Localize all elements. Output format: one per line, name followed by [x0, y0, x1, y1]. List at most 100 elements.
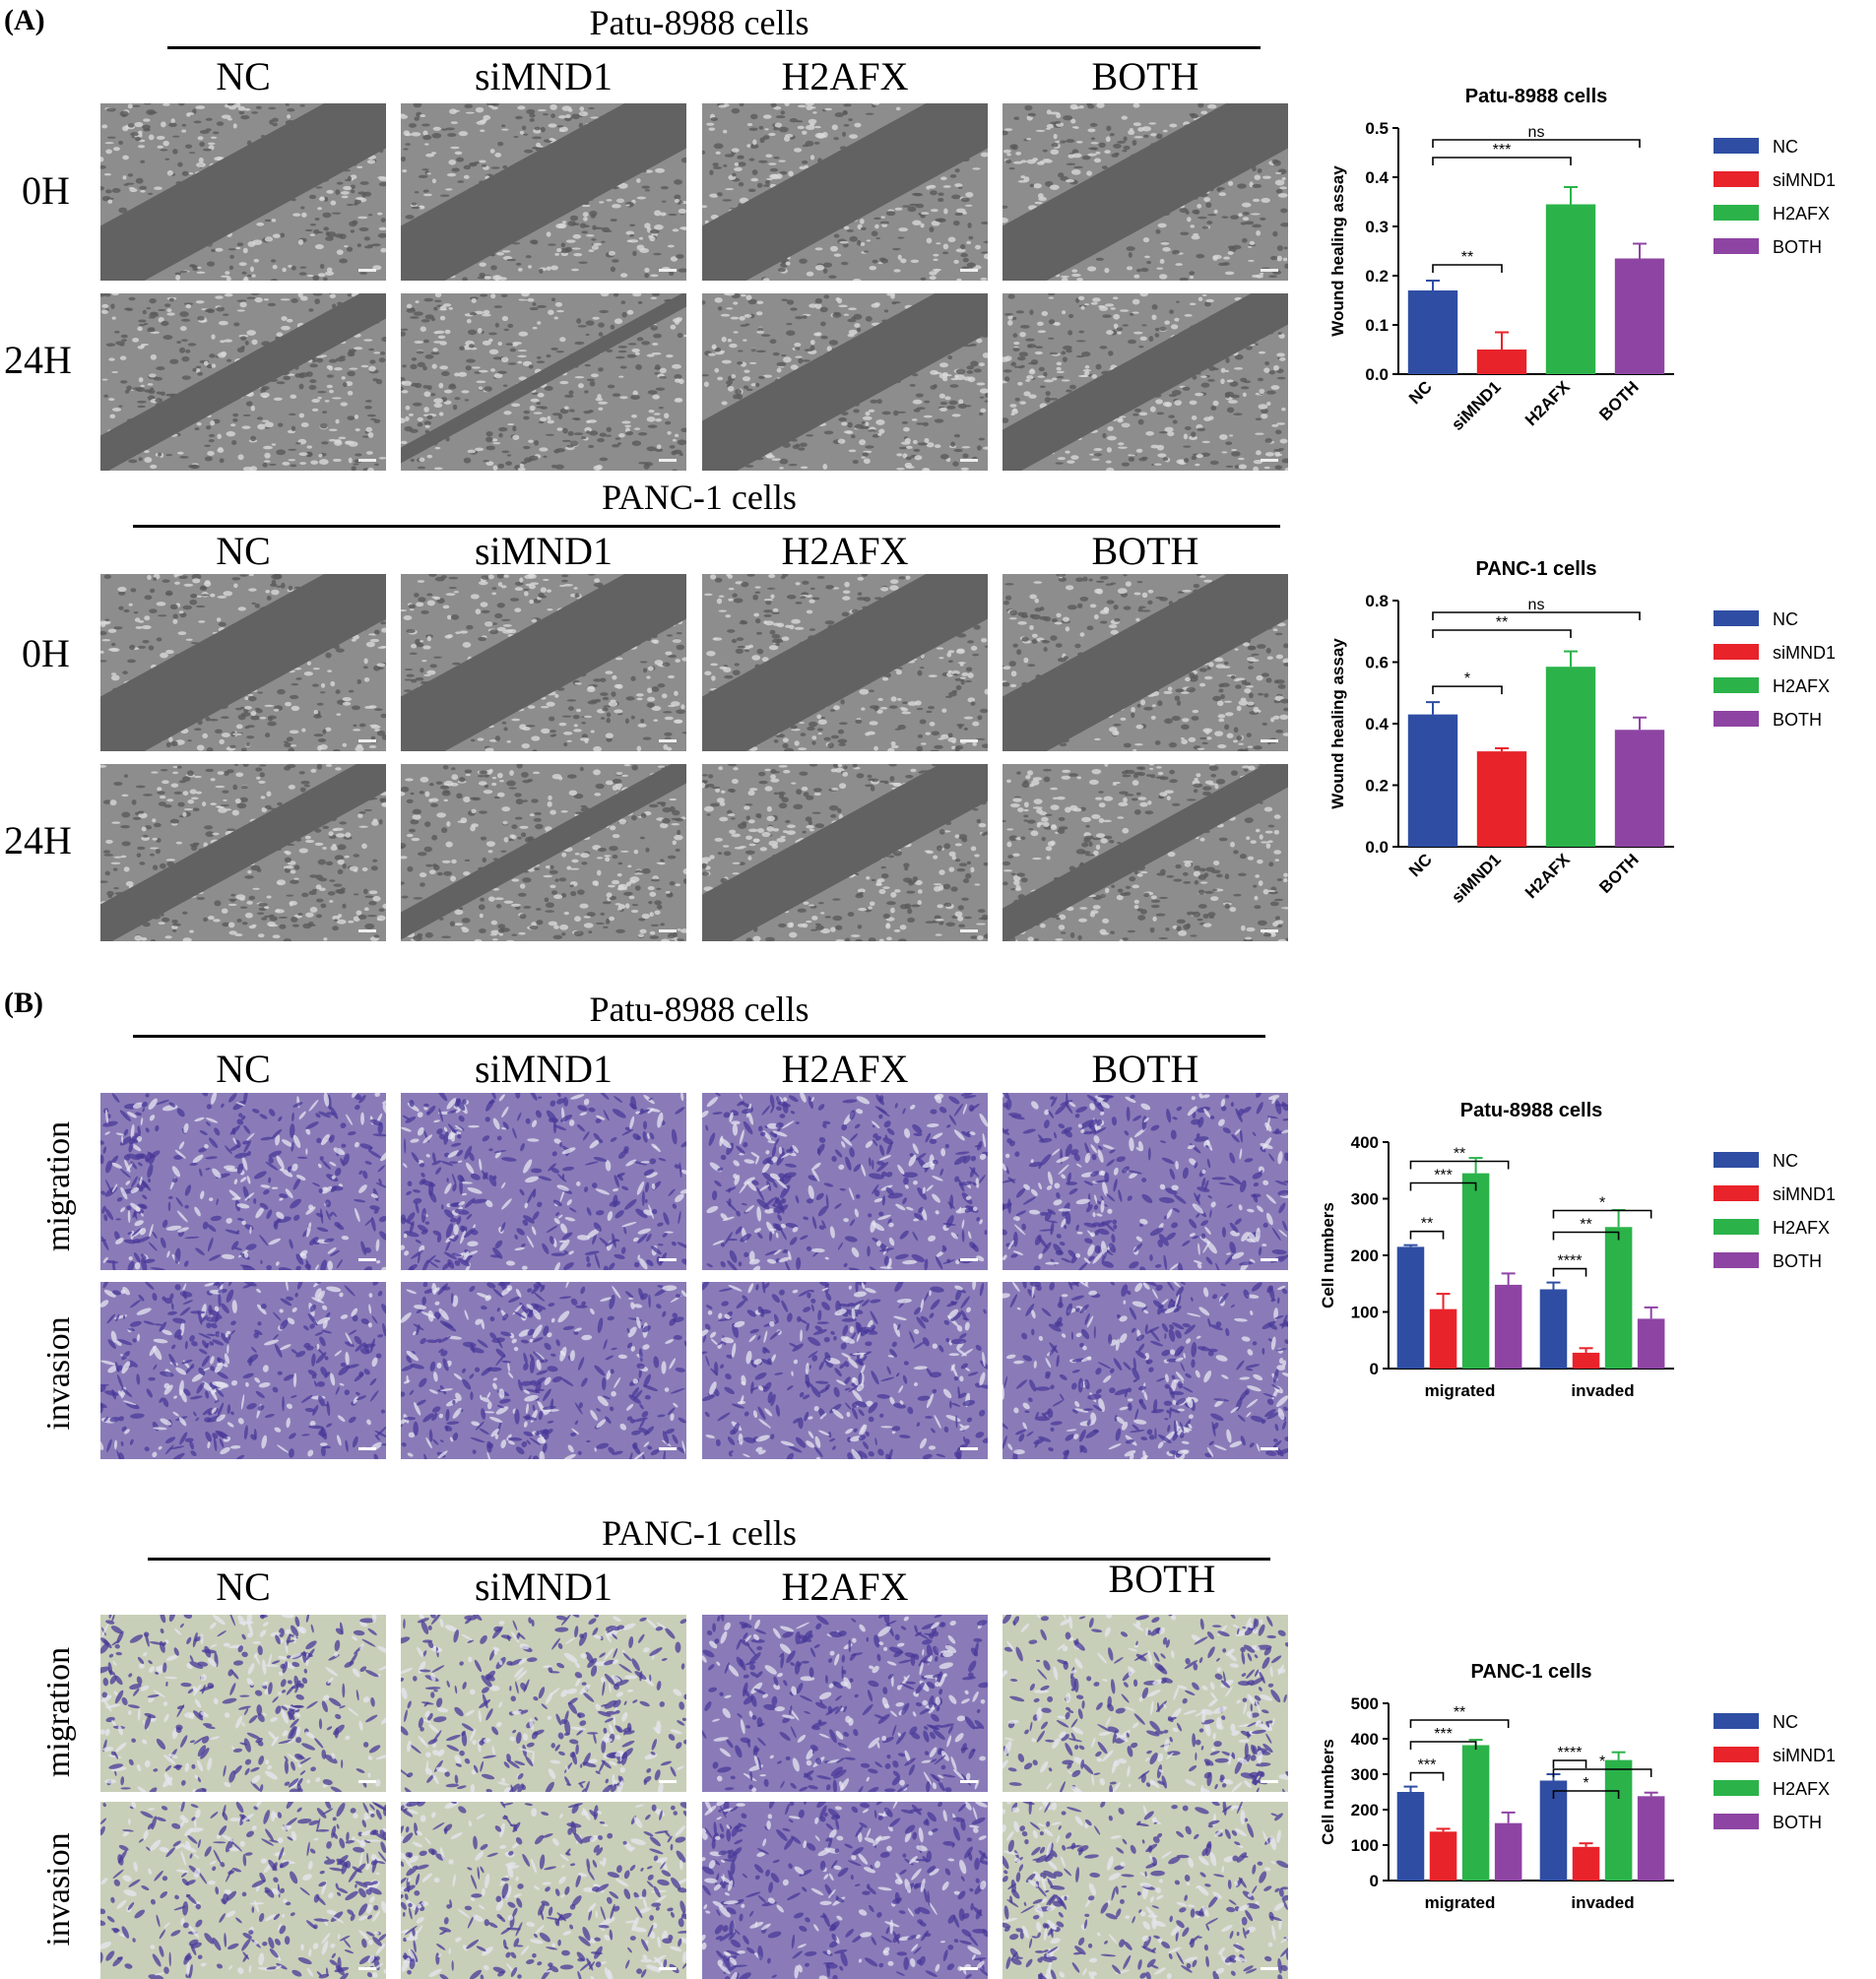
legend-swatch [1714, 677, 1759, 693]
y-tick-label: 0.4 [1365, 715, 1389, 734]
legend-swatch [1714, 1252, 1759, 1268]
x-tick-label: migrated [1425, 1381, 1496, 1400]
row-header-migration: migration [40, 1624, 78, 1801]
micrograph-0h-h2afx [702, 574, 988, 751]
x-tick-label: BOTH [1595, 377, 1642, 423]
title-rule [167, 46, 1261, 49]
x-tick-label: invaded [1571, 1893, 1634, 1912]
micrograph-invasion-h2afx [702, 1282, 988, 1459]
legend-swatch [1714, 1747, 1759, 1762]
micrograph-migration-simnd1 [401, 1615, 686, 1792]
x-tick-label: NC [1405, 377, 1436, 408]
bar-H2AFX [1546, 205, 1595, 375]
legend-label: BOTH [1773, 1813, 1822, 1832]
legend-swatch [1714, 205, 1759, 221]
y-axis-label: Wound healing assay [1328, 165, 1347, 337]
micrograph-0h-both [1003, 574, 1288, 751]
column-header-simnd1: siMND1 [401, 53, 686, 99]
column-header-both: BOTH [1003, 1046, 1288, 1092]
micrograph-migration-both [1003, 1615, 1288, 1792]
x-tick-label: siMND1 [1448, 850, 1505, 907]
significance-bracket [1433, 630, 1571, 638]
y-tick-label: 0.2 [1365, 267, 1389, 286]
bar-migrated-BOTH [1495, 1285, 1522, 1369]
significance-label: ns [1528, 124, 1545, 141]
bar-migrated-BOTH [1495, 1823, 1522, 1881]
legend-label: siMND1 [1773, 643, 1836, 663]
y-tick-label: 0.6 [1365, 654, 1389, 672]
legend-swatch [1714, 1152, 1759, 1168]
legend-swatch [1714, 610, 1759, 626]
bar-migrated-NC [1397, 1792, 1425, 1881]
bar-migrated-NC [1397, 1246, 1425, 1369]
micrograph-migration-simnd1 [401, 1093, 686, 1270]
y-tick-label: 0.0 [1365, 838, 1389, 857]
legend-swatch [1714, 1219, 1759, 1235]
bar-migrated-siMND1 [1430, 1831, 1457, 1881]
legend-label: BOTH [1773, 710, 1822, 730]
micrograph-24h-h2afx [702, 764, 988, 941]
micrograph-24h-nc [100, 764, 386, 941]
bar-BOTH [1615, 730, 1664, 847]
legend-label: H2AFX [1773, 1218, 1830, 1238]
row-header-0h: 0H [22, 167, 70, 214]
significance-bracket [1433, 686, 1502, 694]
row-header-invasion: invasion [40, 1801, 78, 1978]
row-header-invasion: invasion [40, 1285, 78, 1462]
block-title: Patu-8988 cells [453, 989, 945, 1030]
column-header-nc: NC [100, 53, 386, 99]
column-header-both: BOTH [1003, 528, 1288, 574]
significance-bracket [1433, 158, 1571, 165]
column-header-simnd1: siMND1 [401, 1564, 686, 1610]
micrograph-0h-simnd1 [401, 574, 686, 751]
bar-NC [1408, 290, 1457, 374]
legend-swatch [1714, 1814, 1759, 1829]
legend-label: siMND1 [1773, 170, 1836, 190]
x-tick-label: NC [1405, 850, 1436, 880]
chart-title: Patu-8988 cells [1465, 86, 1608, 107]
y-tick-label: 300 [1351, 1765, 1379, 1784]
significance-label: *** [1434, 1726, 1453, 1743]
significance-label: **** [1558, 1745, 1583, 1761]
x-tick-label: H2AFX [1521, 377, 1574, 429]
significance-label: ** [1421, 1216, 1433, 1233]
significance-bracket [1410, 1773, 1443, 1781]
legend-swatch [1714, 238, 1759, 254]
column-header-nc: NC [100, 1046, 386, 1092]
bar-invaded-siMND1 [1573, 1353, 1600, 1369]
legend-swatch [1714, 1780, 1759, 1796]
y-tick-label: 0.8 [1365, 592, 1389, 610]
significance-label: ** [1580, 1217, 1591, 1234]
panel-label-a: (A) [4, 4, 45, 37]
y-tick-label: 0 [1370, 1872, 1379, 1890]
column-header-nc: NC [100, 1564, 386, 1610]
legend-label: NC [1773, 1712, 1798, 1732]
micrograph-invasion-h2afx [702, 1802, 988, 1979]
y-tick-label: 0.2 [1365, 777, 1389, 796]
significance-bracket [1410, 1162, 1508, 1170]
x-tick-label: siMND1 [1448, 377, 1505, 434]
row-header-24h: 24H [4, 337, 72, 383]
micrograph-migration-nc [100, 1615, 386, 1792]
y-tick-label: 0.5 [1365, 119, 1389, 138]
legend-label: NC [1773, 137, 1798, 157]
y-tick-label: 0 [1370, 1360, 1379, 1378]
x-tick-label: invaded [1571, 1381, 1634, 1400]
significance-label: **** [1558, 1253, 1583, 1270]
row-header-0h: 0H [22, 630, 70, 676]
significance-bracket [1553, 1760, 1585, 1768]
block-title: PANC-1 cells [453, 477, 945, 518]
y-tick-label: 100 [1351, 1304, 1379, 1322]
legend-label: H2AFX [1773, 676, 1830, 696]
bar-invaded-NC [1540, 1290, 1568, 1370]
significance-label: *** [1493, 142, 1512, 159]
legend-swatch [1714, 711, 1759, 727]
significance-label: ** [1454, 1146, 1465, 1163]
significance-label: ** [1454, 1704, 1465, 1721]
legend-label: H2AFX [1773, 1779, 1830, 1799]
micrograph-24h-simnd1 [401, 293, 686, 471]
column-header-simnd1: siMND1 [401, 528, 686, 574]
